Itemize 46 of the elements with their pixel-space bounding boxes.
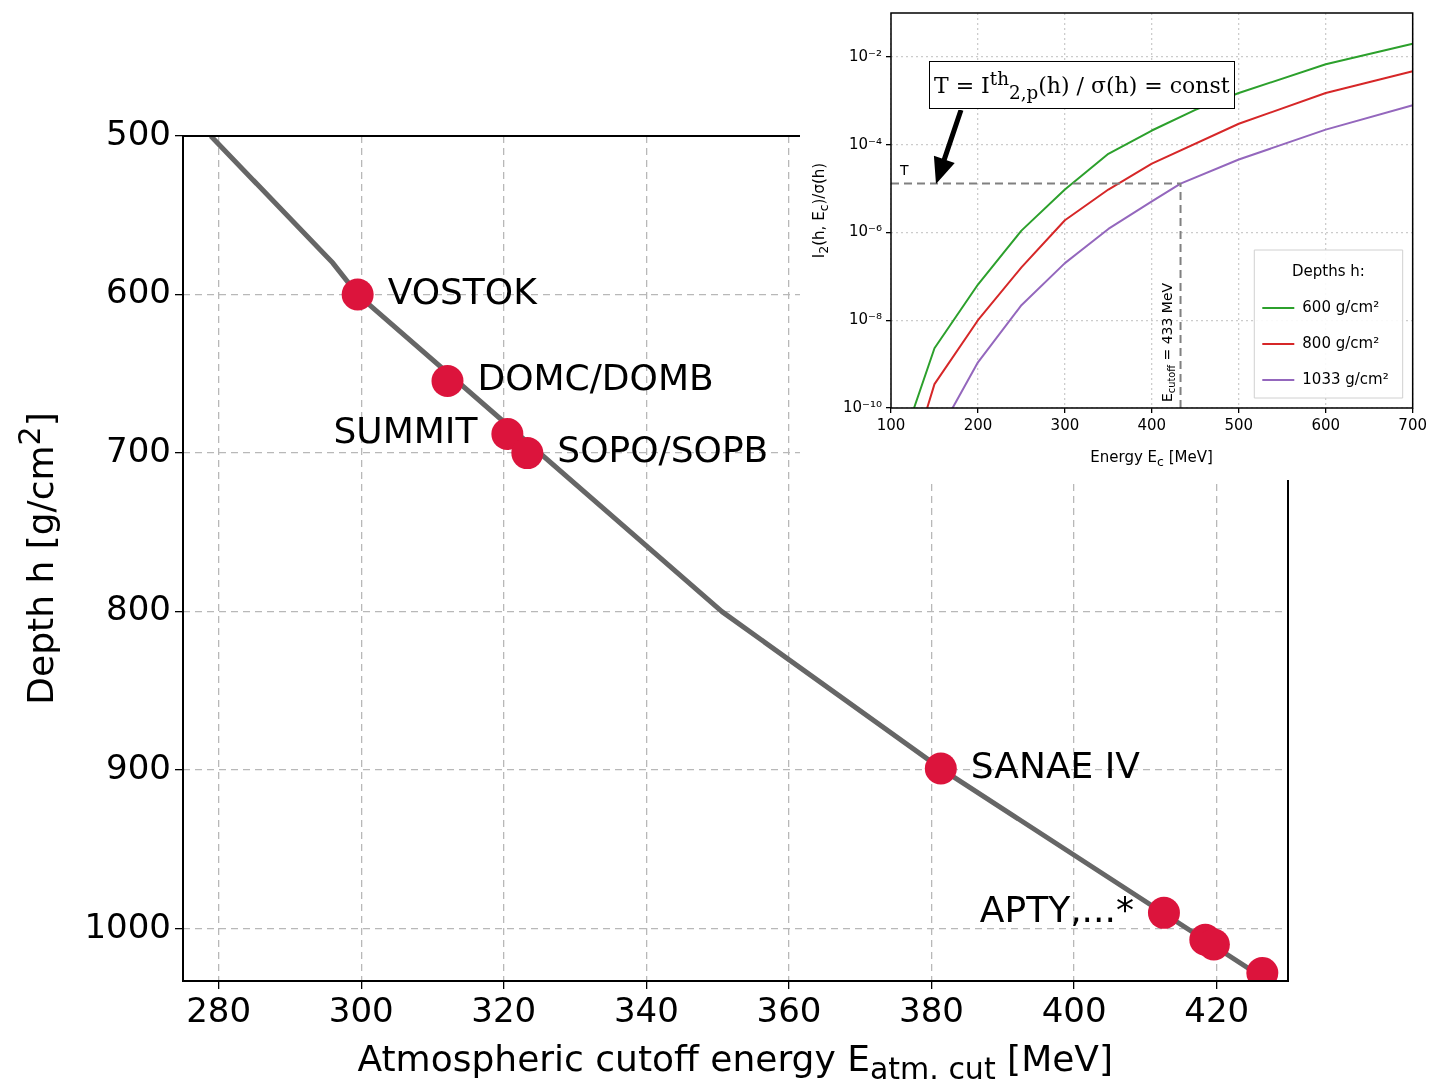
x-tick-label: 360 [756,990,822,1031]
y-tick-label: 900 [106,746,171,787]
point [341,278,374,311]
x-axis-title: Atmospheric cutoff energy E$_{atm. cut}$ [MeV] [357,1038,1114,1087]
annotation: APTY,...* [979,889,1134,931]
y-tick-label: 500 [106,112,171,153]
x-tick-label: 400 [1041,990,1107,1031]
legend-label: 1033 g/cm² [1302,369,1389,388]
annotation: SUMMIT [333,410,479,452]
y-tick-label: 1000 [84,905,171,946]
ref-line-label: Ecutoff = 433 MeV [1159,282,1178,402]
annotation: DOMC/DOMB [477,357,714,399]
y-tick-label: 10⁻² [848,46,882,65]
point [491,418,524,451]
x-tick-label: 340 [613,990,679,1031]
ref-line-label: T [899,162,909,179]
annotation: VOSTOK [387,270,539,312]
point [924,752,957,785]
point [511,437,544,470]
y-tick-label: 600 [106,271,171,312]
y-tick-label: 10⁻¹⁰ [842,397,882,416]
y-tick-label: 800 [106,588,171,629]
x-tick-label: 380 [899,990,964,1031]
y-tick-label: 10⁻⁴ [848,134,882,153]
x-tick-label: 500 [1224,415,1254,434]
x-tick-label: 320 [471,990,537,1031]
annotation: SANAE IV [970,744,1141,786]
y-tick-label: 10⁻⁸ [848,310,882,329]
legend-title: Depths h: [1292,261,1365,280]
x-tick-label: 300 [328,990,394,1031]
point [431,364,464,397]
x-tick-label: 400 [1137,415,1167,434]
legend-label: 600 g/cm² [1302,297,1380,316]
x-tick-label: 280 [186,990,252,1031]
x-tick-label: 700 [1398,415,1428,434]
legend-label: 800 g/cm² [1302,333,1380,352]
x-tick-label: 420 [1184,990,1250,1031]
y-tick-label: 10⁻⁶ [848,222,882,241]
x-tick-label: 100 [876,415,906,434]
x-tick-label: 300 [1050,415,1080,434]
annotation: SOPO/SOPB [557,429,769,471]
x-tick-label: 600 [1311,415,1341,434]
point [1147,896,1180,929]
x-tick-label: 200 [963,415,993,434]
annotation: T = I$^{th}$$_{2,p}$(h) / σ(h) = const [929,60,1235,110]
x-axis-title: Energy E$_{c}$ [MeV] [1090,447,1213,469]
